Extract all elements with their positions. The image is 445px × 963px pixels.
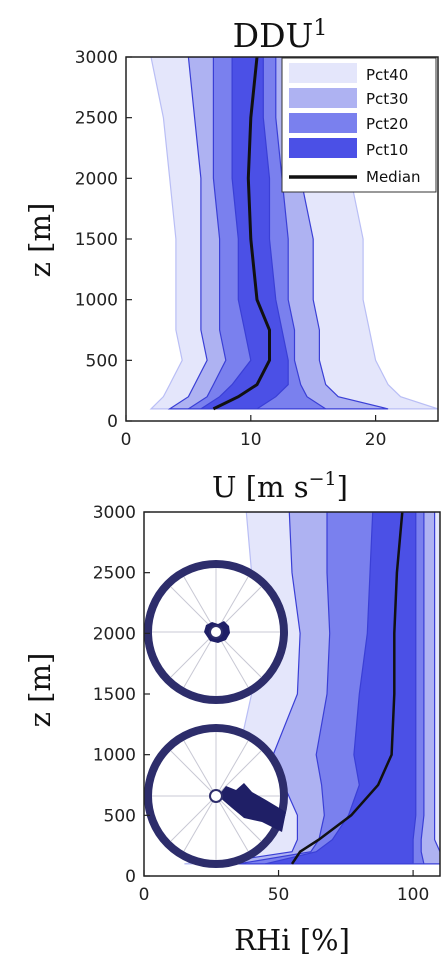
relative-humidity-y-tick-label: 500 — [104, 806, 136, 826]
relative-humidity-x-tick-label: 0 — [139, 885, 150, 905]
wind-speed-y-axis-label: z [m] — [23, 203, 57, 278]
wind-rose-inset-upper — [144, 560, 288, 704]
legend: Pct40 Pct30 Pct20 Pct10 Median — [281, 57, 437, 193]
chart-title: DDU1 — [233, 16, 328, 55]
relative-humidity-y-ticks: 0 500 1000 1500 2000 2500 3000 — [93, 503, 150, 887]
relative-humidity-y-tick-label: 2500 — [93, 564, 136, 584]
wind-speed-y-tick-label: 2500 — [75, 109, 118, 129]
legend-swatch-pct30 — [289, 88, 357, 108]
relative-humidity-y-tick-label: 0 — [125, 867, 136, 887]
wind-speed-y-tick-label: 1500 — [75, 230, 118, 250]
wind-speed-y-tick-label: 3000 — [75, 48, 118, 68]
relative-humidity-x-axis-label: RHi [%] — [234, 923, 350, 957]
relative-humidity-x-tick-label: 50 — [268, 885, 290, 905]
legend-label-pct30: Pct30 — [366, 90, 408, 108]
relative-humidity-y-tick-label: 1500 — [93, 685, 136, 705]
wind-speed-y-tick-label: 1000 — [75, 291, 118, 311]
wind-speed-x-tick-label: 0 — [121, 430, 132, 450]
wind-speed-x-tick-label: 20 — [365, 430, 387, 450]
legend-label-pct20: Pct20 — [366, 115, 408, 133]
legend-swatch-pct40 — [289, 63, 357, 83]
wind-speed-x-tick-label: 10 — [240, 430, 262, 450]
wind-speed-y-ticks: 0 500 1000 1500 2000 2500 3000 — [75, 48, 132, 432]
relative-humidity-median-line — [290, 512, 404, 865]
wind-rose-center-upper — [209, 625, 223, 639]
wind-speed-x-ticks: 0 10 20 — [121, 415, 387, 450]
relative-humidity-panel: 0 500 1000 1500 2000 2500 3000 0 50 100 z [m] RH… — [23, 503, 441, 957]
wind-speed-y-tick-label: 500 — [86, 351, 118, 371]
wind-speed-y-tick-label: 2000 — [75, 169, 118, 189]
legend-label-pct10: Pct10 — [366, 141, 408, 159]
relative-humidity-x-tick-label: 100 — [397, 885, 429, 905]
relative-humidity-y-tick-label: 3000 — [93, 503, 136, 523]
legend-label-pct40: Pct40 — [366, 66, 408, 84]
relative-humidity-y-axis-label: z [m] — [23, 653, 57, 728]
relative-humidity-y-tick-label: 1000 — [93, 746, 136, 766]
wind-speed-y-tick-label: 0 — [107, 412, 118, 432]
relative-humidity-x-ticks: 0 50 100 — [139, 870, 429, 905]
wind-rose-inset-lower — [144, 724, 288, 868]
legend-label-median: Median — [366, 168, 421, 186]
relative-humidity-band-pct10 — [264, 512, 417, 865]
wind-rose-petals-lower — [218, 783, 286, 832]
legend-swatch-pct20 — [289, 113, 357, 133]
relative-humidity-y-tick-label: 2000 — [93, 624, 136, 644]
wind-rose-center-lower — [209, 789, 223, 803]
wind-speed-x-axis-label: U [m s−1] — [212, 468, 348, 504]
wind-speed-panel: 0 500 1000 1500 2000 2500 3000 0 10 20 DDU1 z [m… — [23, 16, 439, 504]
wind-speed-median-line — [212, 56, 271, 411]
legend-swatch-pct10 — [289, 138, 357, 158]
